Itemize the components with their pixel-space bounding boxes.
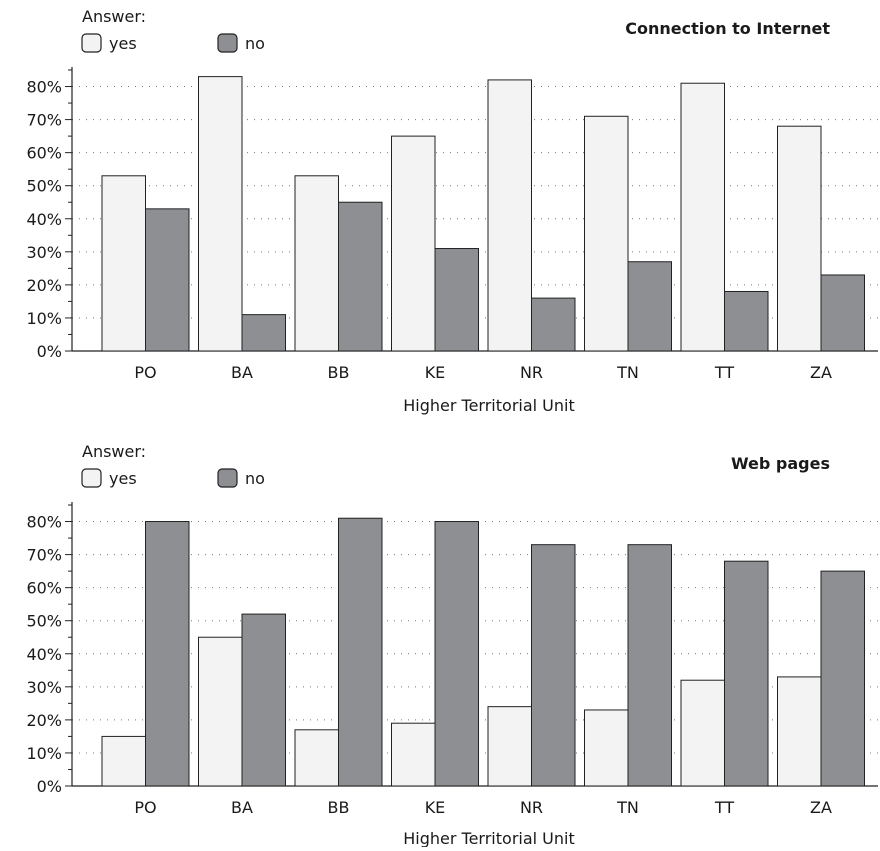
legend-item-no: no [217,468,265,488]
chart-panel-1: Answer: yes no Connection to Internet 0% 10% 2… [26,7,878,415]
y-tick-label: 20% [26,276,62,295]
y-tick-label: 50% [26,177,62,196]
chart-panel-2: Answer: yes no Web pages 0% 10% 20% 30% 40% 50% 60… [26,442,878,848]
bar-no-tt [724,290,769,352]
legend-label-yes: yes [109,469,137,488]
x-tick-label-za: ZA [810,798,832,817]
x-tick-label-ke: KE [425,363,446,382]
bar-yes-po [101,175,146,352]
bar-yes-po [101,735,146,787]
x-tick-label-tn: TN [616,798,639,817]
bar-no-bb [338,517,383,787]
bar-no-ba [241,613,286,787]
x-tick-label-ba: BA [231,798,253,817]
y-tick-label: 30% [26,678,62,697]
y-tick-label: 10% [26,744,62,763]
y-tick-label: 0% [37,777,62,796]
bar-no-za [820,274,865,352]
x-axis-label: Higher Territorial Unit [403,829,575,847]
bar-yes-tt [680,679,725,787]
bar-no-po [145,521,190,787]
bar-yes-za [777,676,822,787]
x-tick-label-nr: NR [520,798,543,817]
bar-no-nr [531,297,576,352]
legend-label-no: no [245,469,265,488]
x-tick-label-tt: TT [714,798,734,817]
bar-yes-tn [584,709,629,787]
legend-swatch-no [217,468,238,488]
y-tick-label: 0% [37,342,62,361]
x-tick-label-tn: TN [616,363,639,382]
y-tick-label: 80% [26,513,62,532]
x-tick-label-po: PO [134,363,156,382]
chart-title: Connection to Internet [625,19,830,38]
legend-item-yes: yes [81,468,137,488]
bar-yes-nr [487,79,532,352]
legend-label-yes: yes [109,34,137,53]
bar-no-ke [434,248,479,352]
y-tick-label: 40% [26,210,62,229]
x-tick-label-tt: TT [714,363,734,382]
bar-no-ba [241,314,286,352]
y-tick-label: 30% [26,243,62,262]
bar-no-nr [531,544,576,787]
y-tick-label: 20% [26,711,62,730]
legend-swatch-no [217,33,238,53]
x-tick-label-po: PO [134,798,156,817]
bar-yes-nr [487,706,532,787]
y-tick-label: 70% [26,111,62,130]
bar-yes-bb [294,729,339,787]
legend-item-yes: yes [81,33,137,53]
legend-title: Answer: [82,442,146,461]
y-tick-label: 80% [26,78,62,97]
bar-yes-bb [294,175,339,352]
bar-yes-ke [391,722,436,787]
chart-title: Web pages [731,454,830,473]
bar-no-bb [338,201,383,352]
y-tick-label: 60% [26,144,62,163]
legend-swatch-yes [81,33,102,53]
bar-no-za [820,570,865,787]
bar-yes-za [777,125,822,352]
bar-no-tn [627,261,672,352]
legend-item-no: no [217,33,265,53]
x-tick-label-za: ZA [810,363,832,382]
bar-no-ke [434,521,479,787]
legend-swatch-yes [81,468,102,488]
legend-title: Answer: [82,7,146,26]
x-axis-label: Higher Territorial Unit [403,396,575,415]
bar-yes-ke [391,135,436,352]
bar-yes-tn [584,115,629,352]
bar-no-tt [724,560,769,787]
y-tick-label: 40% [26,645,62,664]
y-tick-label: 10% [26,309,62,328]
x-tick-label-nr: NR [520,363,543,382]
y-tick-label: 60% [26,579,62,598]
bar-yes-ba [198,76,243,352]
x-tick-label-ke: KE [425,798,446,817]
bar-yes-tt [680,82,725,352]
y-tick-label: 50% [26,612,62,631]
bar-yes-ba [198,636,243,787]
legend-label-no: no [245,34,265,53]
bar-no-po [145,208,190,352]
y-tick-label: 70% [26,546,62,565]
bar-no-tn [627,544,672,787]
x-tick-label-ba: BA [231,363,253,382]
x-tick-label-bb: BB [328,363,350,382]
x-tick-label-bb: BB [328,798,350,817]
